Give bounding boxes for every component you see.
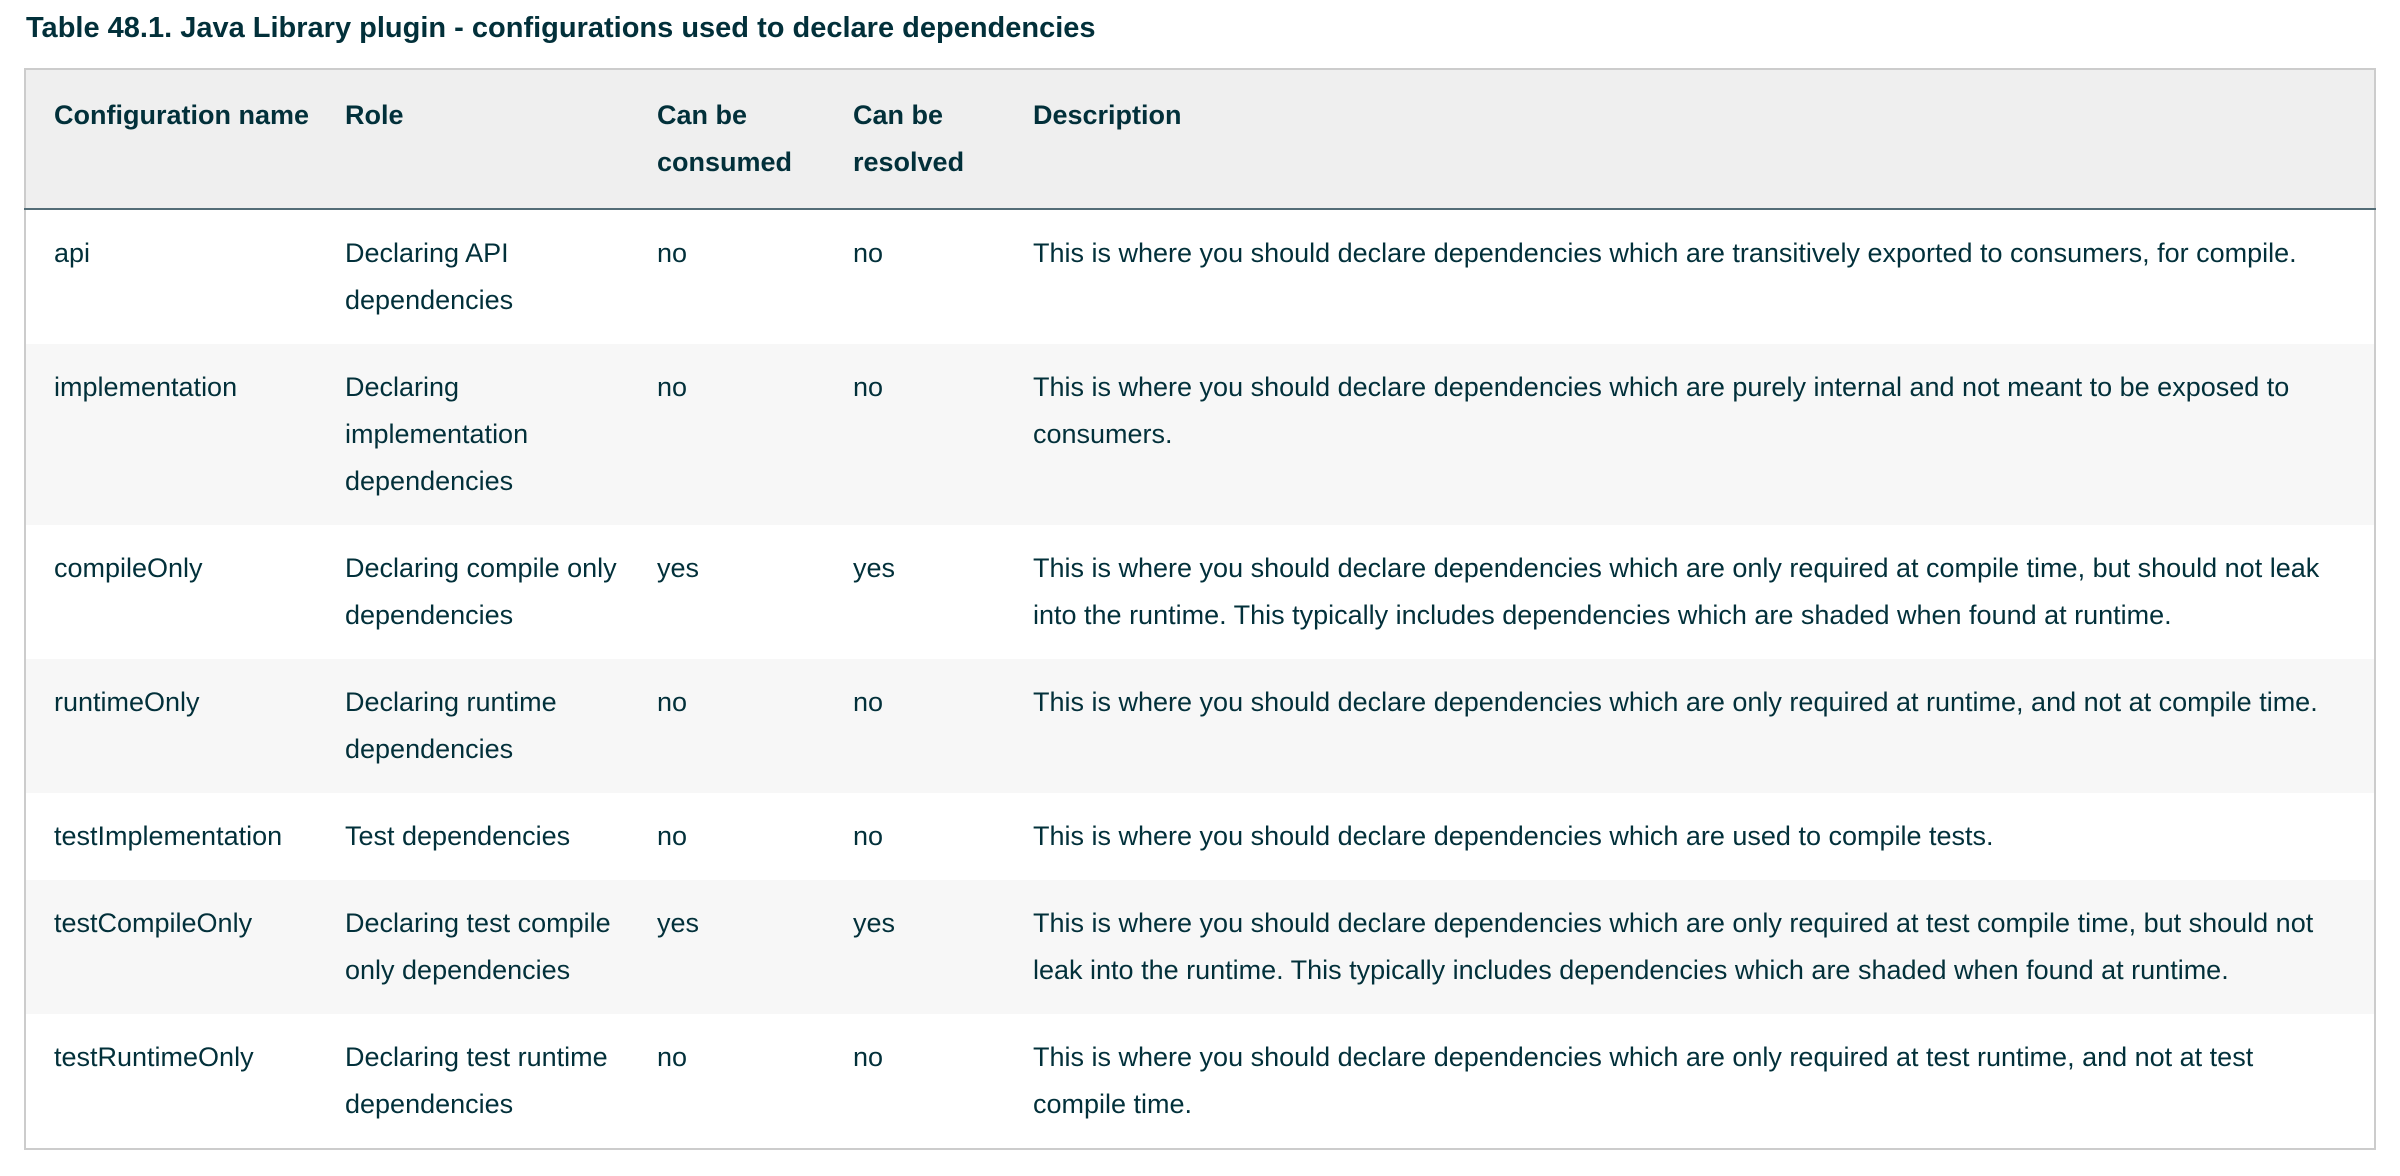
- cell-can-be-resolved: yes: [853, 908, 896, 939]
- table-row-testImplementation: testImplementation Test dependencies no …: [25, 793, 2375, 880]
- cell-configuration-name: implementation: [54, 372, 238, 403]
- cell-configuration-name: api: [54, 238, 91, 269]
- cell-description: This is where you should declare depende…: [1033, 1042, 2254, 1120]
- cell-description: This is where you should declare depende…: [1033, 372, 2290, 450]
- cell-can-be-consumed: no: [657, 821, 688, 852]
- cell-can-be-consumed: no: [657, 687, 688, 718]
- cell-configuration-name: testCompileOnly: [54, 908, 253, 939]
- table-row-implementation: implementation Declaring implementation …: [25, 344, 2375, 526]
- cell-can-be-resolved: no: [853, 821, 884, 852]
- cell-configuration-name: compileOnly: [54, 553, 203, 584]
- cell-role: Test dependencies: [345, 821, 571, 852]
- cell-can-be-consumed: yes: [657, 908, 700, 939]
- cell-can-be-consumed: no: [657, 372, 688, 403]
- table-row-api: api Declaring API dependencies no no Thi…: [25, 209, 2375, 344]
- cell-can-be-consumed: no: [657, 1042, 688, 1073]
- header-can-be-consumed: Can be consumed: [657, 69, 853, 211]
- configurations-table: Configuration name Role Can be consumed …: [24, 68, 2376, 1151]
- cell-role: Declaring API dependencies: [345, 238, 514, 316]
- cell-can-be-consumed: no: [657, 238, 688, 269]
- cell-description: This is where you should declare depende…: [1033, 821, 1994, 852]
- cell-role: Declaring test runtime dependencies: [345, 1042, 608, 1120]
- cell-role: Declaring test compile only dependencies: [345, 908, 611, 986]
- table-caption: Table 48.1. Java Library plugin - config…: [26, 12, 1096, 44]
- table-header: Configuration name Role Can be consumed …: [25, 69, 2375, 211]
- cell-role: Declaring compile only dependencies: [345, 553, 617, 631]
- cell-description: This is where you should declare depende…: [1033, 908, 2314, 986]
- cell-can-be-resolved: no: [853, 238, 884, 269]
- cell-can-be-resolved: yes: [853, 553, 896, 584]
- table-row-testRuntimeOnly: testRuntimeOnly Declaring test runtime d…: [25, 1014, 2375, 1149]
- cell-configuration-name: testImplementation: [54, 821, 283, 852]
- cell-role: Declaring implementation dependencies: [345, 372, 529, 497]
- cell-can-be-resolved: no: [853, 1042, 884, 1073]
- cell-can-be-resolved: no: [853, 372, 884, 403]
- cell-description: This is where you should declare depende…: [1033, 553, 2320, 631]
- header-role: Role: [345, 69, 657, 211]
- table-row-runtimeOnly: runtimeOnly Declaring runtime dependenci…: [25, 659, 2375, 794]
- table-row-compileOnly: compileOnly Declaring compile only depen…: [25, 525, 2375, 659]
- table-row-testCompileOnly: testCompileOnly Declaring test compile o…: [25, 880, 2375, 1015]
- header-can-be-resolved: Can be resolved: [853, 69, 1033, 211]
- cell-configuration-name: testRuntimeOnly: [54, 1042, 254, 1073]
- cell-description: This is where you should declare depende…: [1033, 238, 2297, 269]
- cell-description: This is where you should declare depende…: [1033, 687, 2318, 718]
- header-row: Configuration name Role Can be consumed …: [25, 69, 2375, 211]
- cell-can-be-consumed: yes: [657, 553, 700, 584]
- cell-configuration-name: runtimeOnly: [54, 687, 200, 718]
- header-description: Description: [1033, 69, 2375, 211]
- cell-role: Declaring runtime dependencies: [345, 687, 557, 765]
- cell-can-be-resolved: no: [853, 687, 884, 718]
- table-body: api Declaring API dependencies no no Thi…: [25, 209, 2375, 1149]
- header-configuration-name: Configuration name: [25, 69, 345, 211]
